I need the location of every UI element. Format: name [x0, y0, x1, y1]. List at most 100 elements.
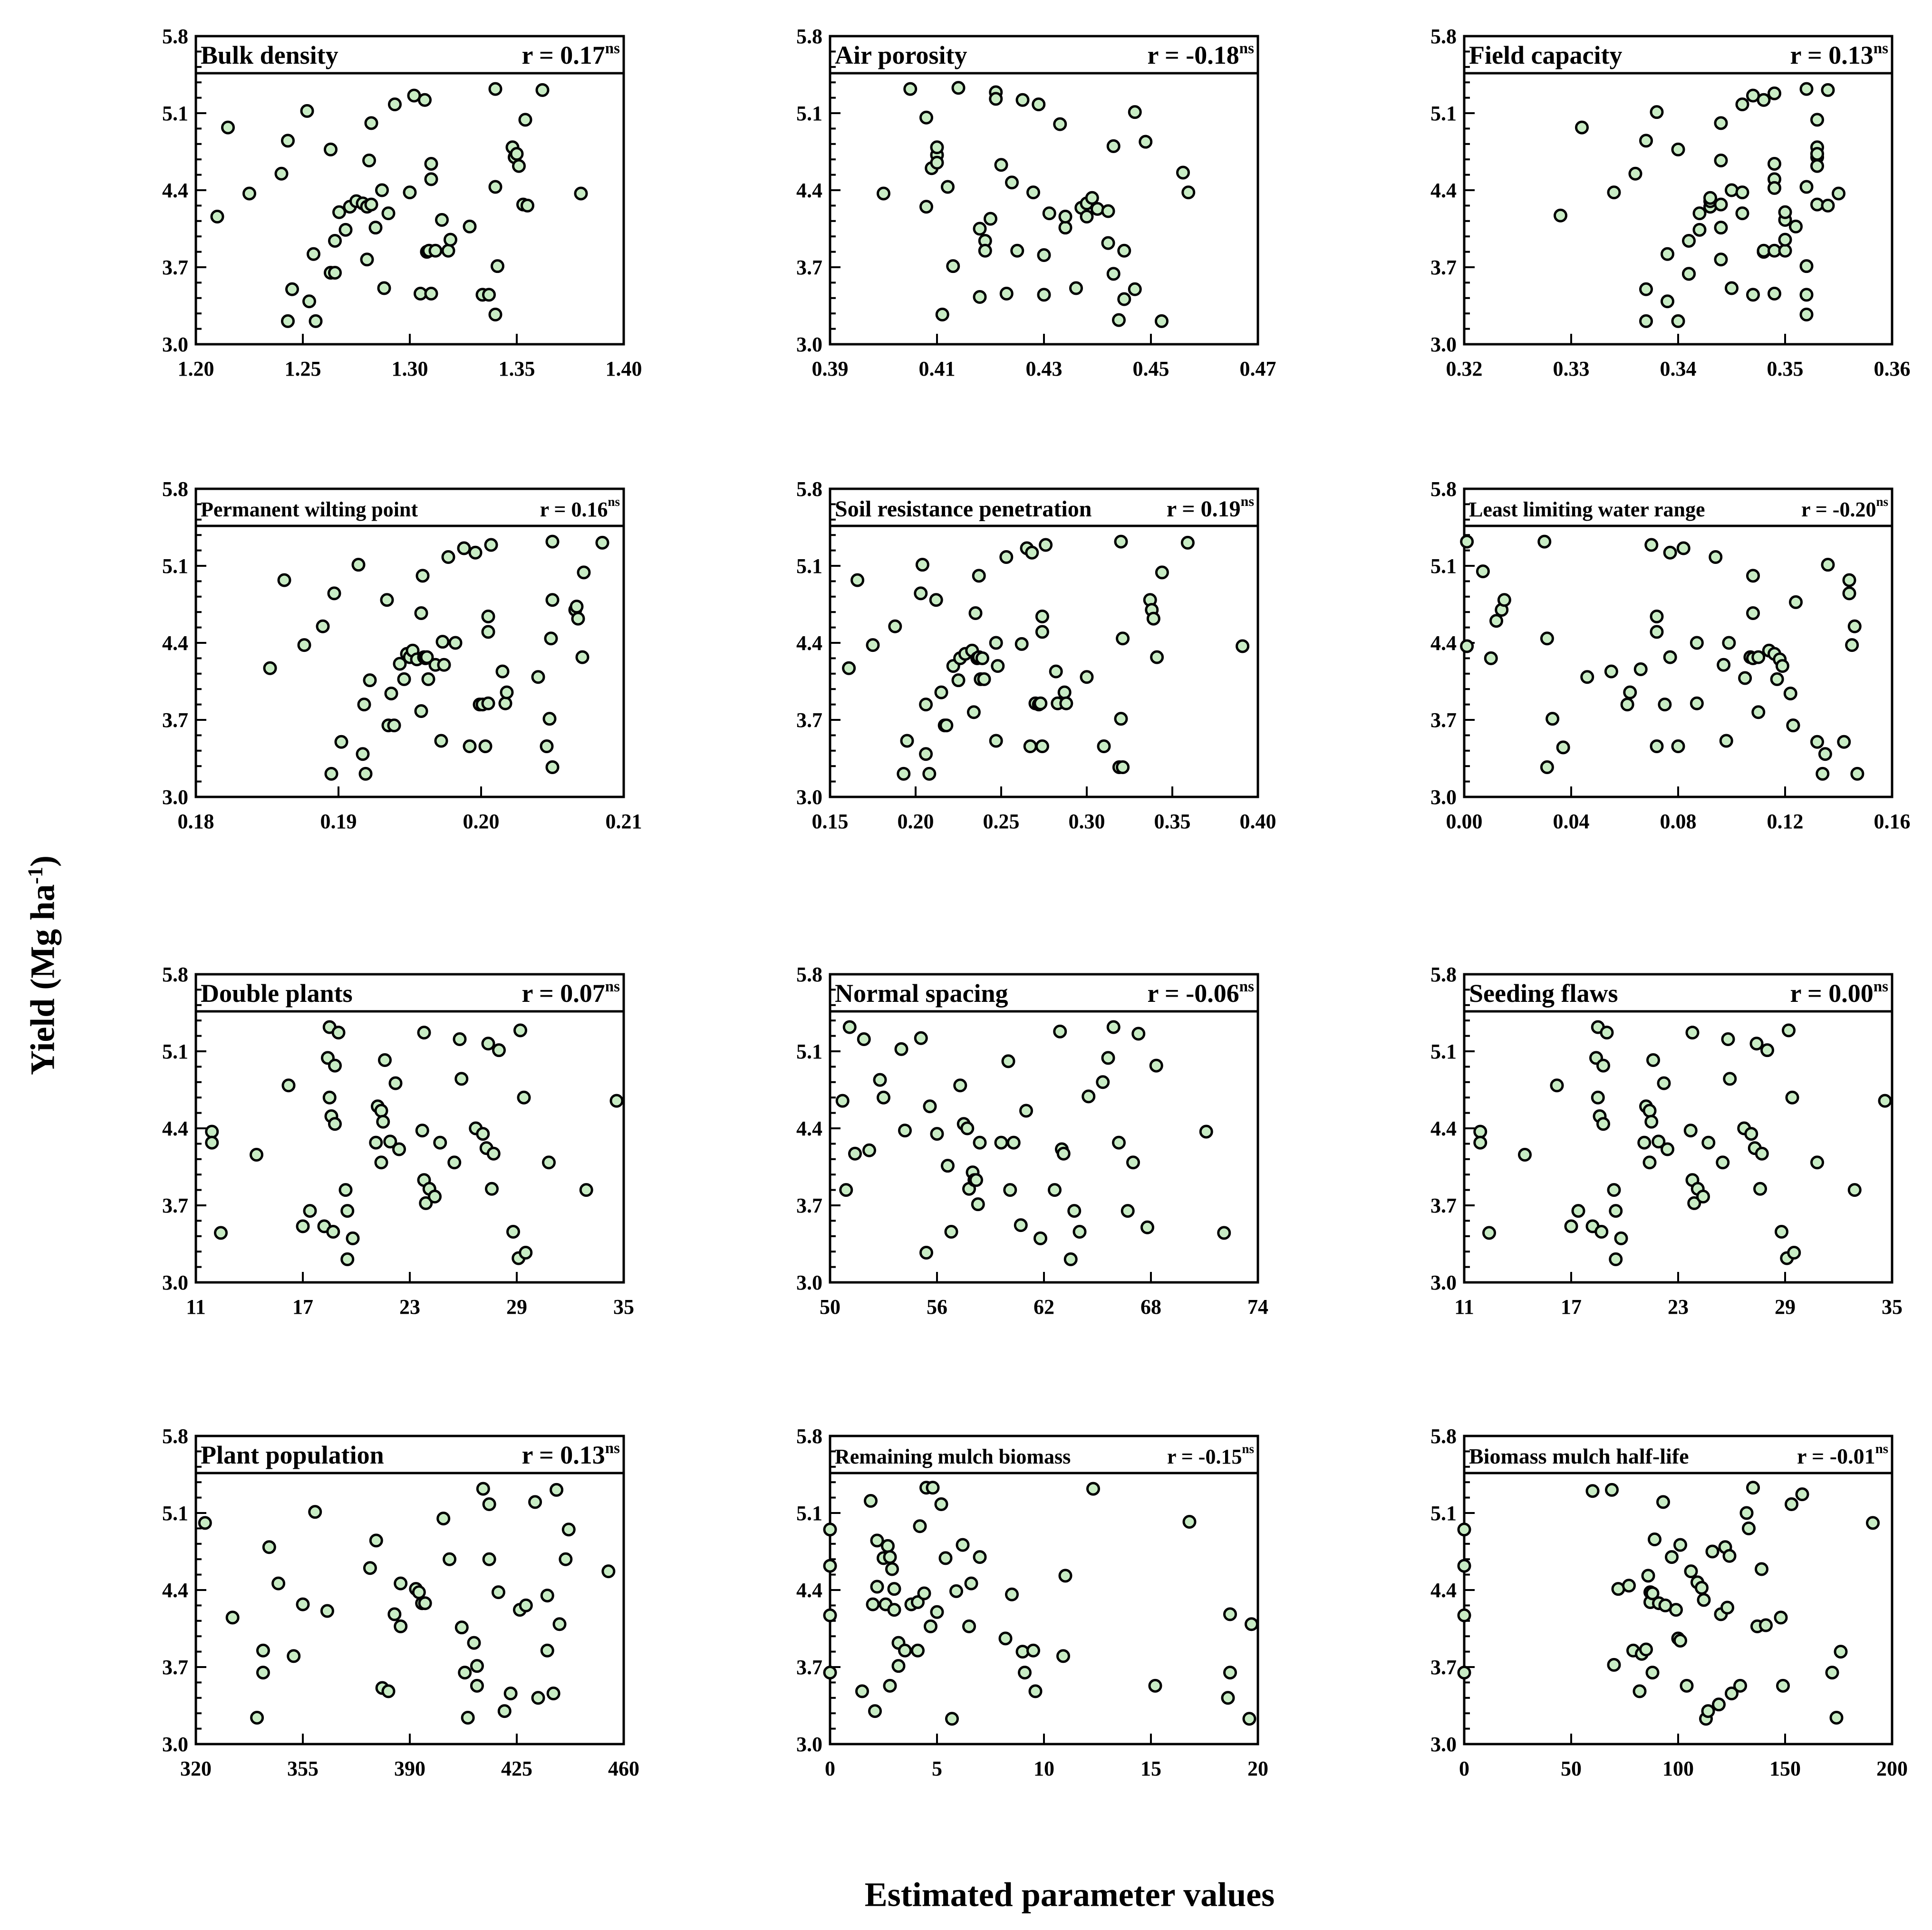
- data-point: [481, 625, 495, 639]
- x-tick-label: 0.30: [1069, 810, 1105, 833]
- data-point: [1236, 639, 1250, 653]
- correlation-value: r = 0.00: [1790, 979, 1874, 1008]
- data-point: [1457, 1559, 1471, 1573]
- significance-label: ns: [605, 1440, 620, 1457]
- y-tick-label: 3.7: [162, 1656, 188, 1679]
- data-point: [887, 1582, 901, 1596]
- x-tick-label: 23: [1668, 1295, 1689, 1319]
- data-point: [476, 1482, 490, 1496]
- data-point: [491, 1585, 505, 1600]
- data-point: [1799, 288, 1814, 302]
- data-point: [929, 593, 943, 607]
- data-point: [1005, 1587, 1019, 1601]
- data-point: [296, 1219, 310, 1233]
- x-tick-label: 15: [1140, 1757, 1161, 1780]
- data-point: [1821, 83, 1835, 97]
- data-point: [300, 104, 314, 118]
- data-point: [1671, 142, 1685, 156]
- data-point: [518, 113, 532, 127]
- data-point: [542, 712, 557, 726]
- data-point: [397, 672, 411, 686]
- y-tick-label: 4.4: [796, 179, 822, 202]
- data-point: [428, 1189, 442, 1203]
- x-tick-label: 0.16: [1874, 810, 1911, 833]
- data-point: [1685, 1026, 1700, 1040]
- data-point: [1554, 208, 1567, 223]
- data-point: [1795, 1487, 1809, 1502]
- data-point: [482, 1552, 496, 1566]
- data-point: [1760, 1043, 1774, 1057]
- data-point: [1026, 185, 1040, 200]
- data-point: [951, 81, 966, 95]
- data-point: [574, 186, 588, 201]
- data-point: [1714, 197, 1728, 212]
- correlation-value: r = -0.18: [1148, 41, 1239, 69]
- data-point: [1116, 760, 1130, 775]
- data-point: [482, 1497, 496, 1511]
- data-point: [424, 287, 438, 301]
- correlation-label: r = 0.07ns: [522, 978, 620, 1008]
- data-point: [1596, 1058, 1610, 1073]
- data-point: [368, 221, 383, 235]
- data-point: [495, 664, 510, 679]
- data-point: [1642, 1155, 1657, 1170]
- data-point: [1639, 314, 1653, 328]
- x-tick-label: 0.43: [1026, 357, 1063, 380]
- data-point: [919, 1246, 933, 1260]
- data-point: [946, 259, 960, 273]
- data-point: [1648, 1532, 1662, 1547]
- data-point: [926, 1481, 940, 1495]
- x-tick-label: 50: [1561, 1757, 1582, 1780]
- data-point: [978, 243, 992, 258]
- data-point: [424, 156, 438, 171]
- y-tick-label: 4.4: [1430, 1117, 1457, 1140]
- x-tick-label: 1.40: [606, 357, 642, 380]
- data-point: [486, 1146, 501, 1161]
- data-point: [922, 766, 937, 781]
- data-point: [883, 1678, 897, 1693]
- data-point: [360, 252, 374, 267]
- data-point: [1091, 202, 1104, 216]
- data-point: [498, 696, 512, 710]
- data-point: [1723, 1072, 1737, 1086]
- data-point: [870, 1580, 884, 1594]
- data-point: [324, 142, 338, 156]
- data-point: [1140, 1220, 1154, 1234]
- data-point: [1644, 538, 1659, 552]
- data-point: [911, 1595, 925, 1609]
- data-point: [972, 569, 986, 583]
- data-point: [934, 1497, 948, 1511]
- data-point: [951, 673, 966, 688]
- correlation-value: r = -0.15: [1167, 1445, 1242, 1468]
- data-point: [1035, 739, 1049, 754]
- data-point: [1605, 1483, 1619, 1497]
- data-point: [1722, 1549, 1737, 1563]
- data-point: [998, 1631, 1013, 1646]
- data-point: [577, 565, 591, 580]
- data-point: [332, 205, 346, 219]
- data-point: [510, 147, 524, 161]
- x-tick-label: 0.20: [463, 810, 500, 833]
- data-point: [881, 1539, 895, 1553]
- data-point: [488, 82, 502, 96]
- significance-label: ns: [1874, 978, 1888, 995]
- data-point: [1146, 611, 1160, 626]
- y-tick-label: 5.1: [162, 554, 188, 578]
- data-point: [898, 1124, 912, 1138]
- data-point: [1810, 159, 1824, 173]
- panel-title: Plant population: [201, 1441, 384, 1469]
- data-point: [476, 1127, 490, 1141]
- data-point: [334, 735, 348, 749]
- data-point: [1025, 545, 1039, 560]
- data-point: [930, 155, 944, 170]
- data-point: [296, 1597, 310, 1611]
- data-point: [1580, 670, 1594, 684]
- plot-frame: [194, 487, 625, 798]
- data-point: [1182, 1515, 1197, 1529]
- data-point: [1035, 609, 1049, 623]
- data-point: [428, 243, 443, 258]
- data-point: [1810, 113, 1824, 127]
- data-point: [1842, 573, 1856, 587]
- data-point: [484, 538, 498, 552]
- y-axis-title-text: Yield (Mg ha: [23, 884, 62, 1075]
